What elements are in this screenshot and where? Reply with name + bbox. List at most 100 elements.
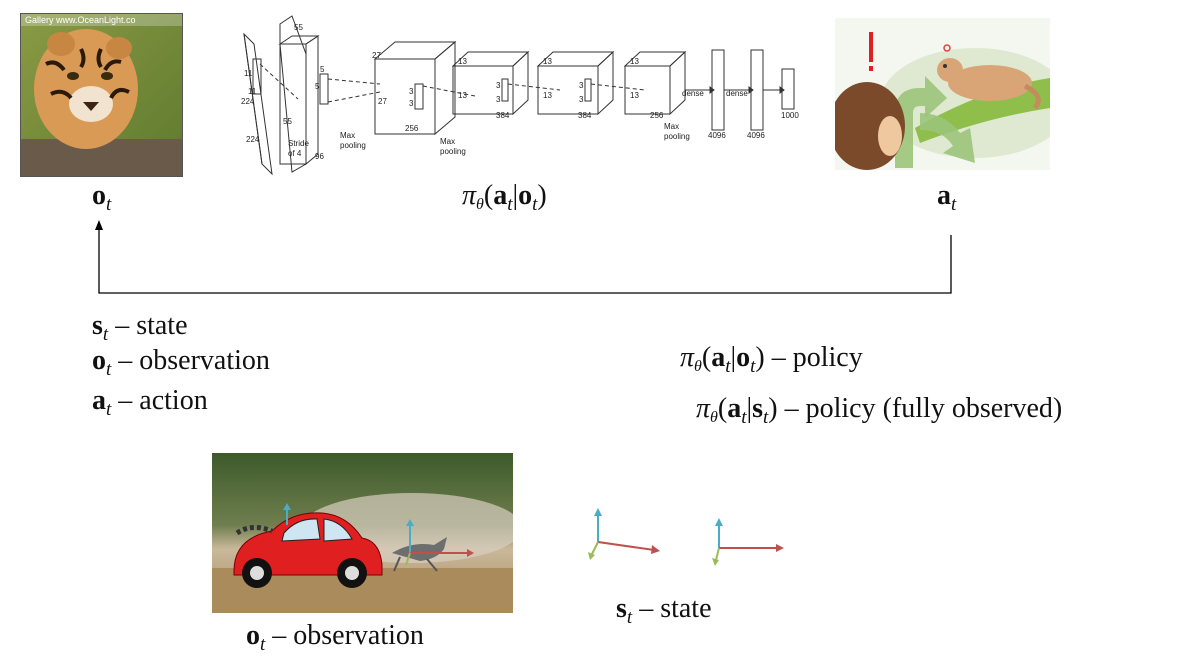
top-policy-label: πθ(at|ot) <box>462 180 547 215</box>
input-dim-label: 224 <box>241 97 255 106</box>
def-act-text: – action <box>111 385 208 416</box>
pf-theta: θ <box>710 409 718 426</box>
cnn-diagram-svg: 224 224 11 11 55 55 96 5 5 Stride of 4 2… <box>241 15 799 176</box>
pool1-label: Max <box>340 131 355 140</box>
conv1-dim-label: 55 <box>294 23 303 32</box>
conv3-dim-label: 384 <box>496 111 510 120</box>
pool2-label: pooling <box>440 147 466 156</box>
conv2-dim-label: 27 <box>378 97 387 106</box>
stride-label: of 4 <box>288 149 302 158</box>
pp-pi: π <box>680 342 695 373</box>
pf-a: a <box>727 393 742 424</box>
pool3-label: Max <box>664 122 679 131</box>
conv1-dim-label: 5 <box>320 65 325 74</box>
conv3-dim-label: 13 <box>458 91 467 100</box>
obs-symbol: o <box>92 180 106 211</box>
conv3-dim-label: 13 <box>458 57 467 66</box>
bs-text: – state <box>632 593 712 624</box>
top-observation-label: ot <box>92 180 112 215</box>
definition-action: at – action <box>92 385 208 420</box>
policy-theta: θ <box>476 196 484 213</box>
dense-label: dense <box>682 89 704 98</box>
conv4-dim-label: 3 <box>579 81 584 90</box>
bottom-state-caption: st – state <box>616 593 712 628</box>
pool1-label: pooling <box>340 141 366 150</box>
fc-size-label: 1000 <box>781 111 799 120</box>
def-act-symbol: a <box>92 385 106 416</box>
input-dim-label: 11 <box>248 87 257 96</box>
policy-partial-definition: πθ(at|ot) – policy <box>680 342 863 377</box>
bo-text: – observation <box>265 620 424 651</box>
act-symbol: a <box>937 180 951 211</box>
conv5-dim-label: 13 <box>630 91 639 100</box>
policy-pi: π <box>462 180 477 211</box>
dense-label: dense <box>726 89 748 98</box>
def-obs-symbol: o <box>92 345 106 376</box>
cougar-scene-svg <box>835 18 1050 170</box>
conv4-dim-label: 384 <box>578 111 592 120</box>
pp-theta: θ <box>694 358 702 375</box>
cnn-architecture-diagram: 224 224 11 11 55 55 96 5 5 Stride of 4 2… <box>240 14 800 179</box>
pp-cond-sub: t <box>750 356 756 377</box>
policy-full-definition: πθ(at|st) – policy (fully observed) <box>696 393 1063 428</box>
definition-observation: ot – observation <box>92 345 270 380</box>
conv1-dim-label: 96 <box>315 152 324 161</box>
watermark-text: Gallery www.OceanLight.co <box>25 15 136 25</box>
car-chase-svg <box>212 453 513 613</box>
action-illustration <box>835 18 1050 170</box>
pf-text: – policy (fully observed) <box>777 393 1063 424</box>
conv4-dim-label: 3 <box>579 95 584 104</box>
pool3-label: pooling <box>664 132 690 141</box>
def-state-text: – state <box>108 310 188 341</box>
conv4-dim-label: 13 <box>543 57 552 66</box>
def-act-sub: t <box>106 399 112 420</box>
conv2-dim-label: 27 <box>372 51 381 60</box>
conv3-dim-label: 3 <box>496 81 501 90</box>
stride-label: Stride <box>288 139 309 148</box>
conv2-dim-label: 3 <box>409 99 414 108</box>
fc-size-label: 4096 <box>708 131 726 140</box>
fc-size-label: 4096 <box>747 131 765 140</box>
pp-a: a <box>711 342 726 373</box>
feedback-loop-arrow <box>95 220 952 294</box>
pf-cond-sub: t <box>763 407 769 428</box>
def-obs-text: – observation <box>111 345 270 376</box>
conv2-dim-label: 3 <box>409 87 414 96</box>
policy-action-sub: t <box>507 194 513 215</box>
policy-action: a <box>493 180 508 211</box>
state-frame-1 <box>588 508 660 560</box>
tiger-observation-image: Gallery www.OceanLight.co <box>20 13 183 177</box>
definition-state: st – state <box>92 310 188 345</box>
conv4-dim-label: 13 <box>543 91 552 100</box>
pp-a-sub: t <box>725 356 731 377</box>
input-dim-label: 11 <box>244 69 253 78</box>
bo-symbol: o <box>246 620 260 651</box>
pf-a-sub: t <box>741 407 747 428</box>
top-action-label: at <box>937 180 957 215</box>
state-frame-2 <box>712 518 784 566</box>
conv5-dim-label: 256 <box>650 111 664 120</box>
pp-cond: o <box>736 342 751 373</box>
policy-obs: o <box>518 180 533 211</box>
conv1-dim-label: 5 <box>315 82 320 91</box>
conv5-dim-label: 13 <box>630 57 639 66</box>
tiger-illustration: Gallery www.OceanLight.co <box>21 14 182 176</box>
policy-obs-sub: t <box>532 194 538 215</box>
bottom-observation-caption: ot – observation <box>246 620 424 655</box>
def-obs-sub: t <box>106 359 112 380</box>
obs-subscript: t <box>106 194 112 215</box>
pf-pi: π <box>696 393 711 424</box>
pf-cond: s <box>752 393 764 424</box>
car-chase-photo <box>212 453 513 613</box>
bo-sub: t <box>260 634 266 655</box>
conv2-dim-label: 256 <box>405 124 419 133</box>
act-subscript: t <box>951 194 957 215</box>
bs-sub: t <box>626 607 633 628</box>
def-state-symbol: s <box>92 310 103 341</box>
input-dim-label: 224 <box>246 135 260 144</box>
bs-symbol: s <box>616 593 627 624</box>
conv1-dim-label: 55 <box>283 117 292 126</box>
pool2-label: Max <box>440 137 455 146</box>
pp-text: – policy <box>764 342 863 373</box>
def-state-sub: t <box>102 324 109 345</box>
